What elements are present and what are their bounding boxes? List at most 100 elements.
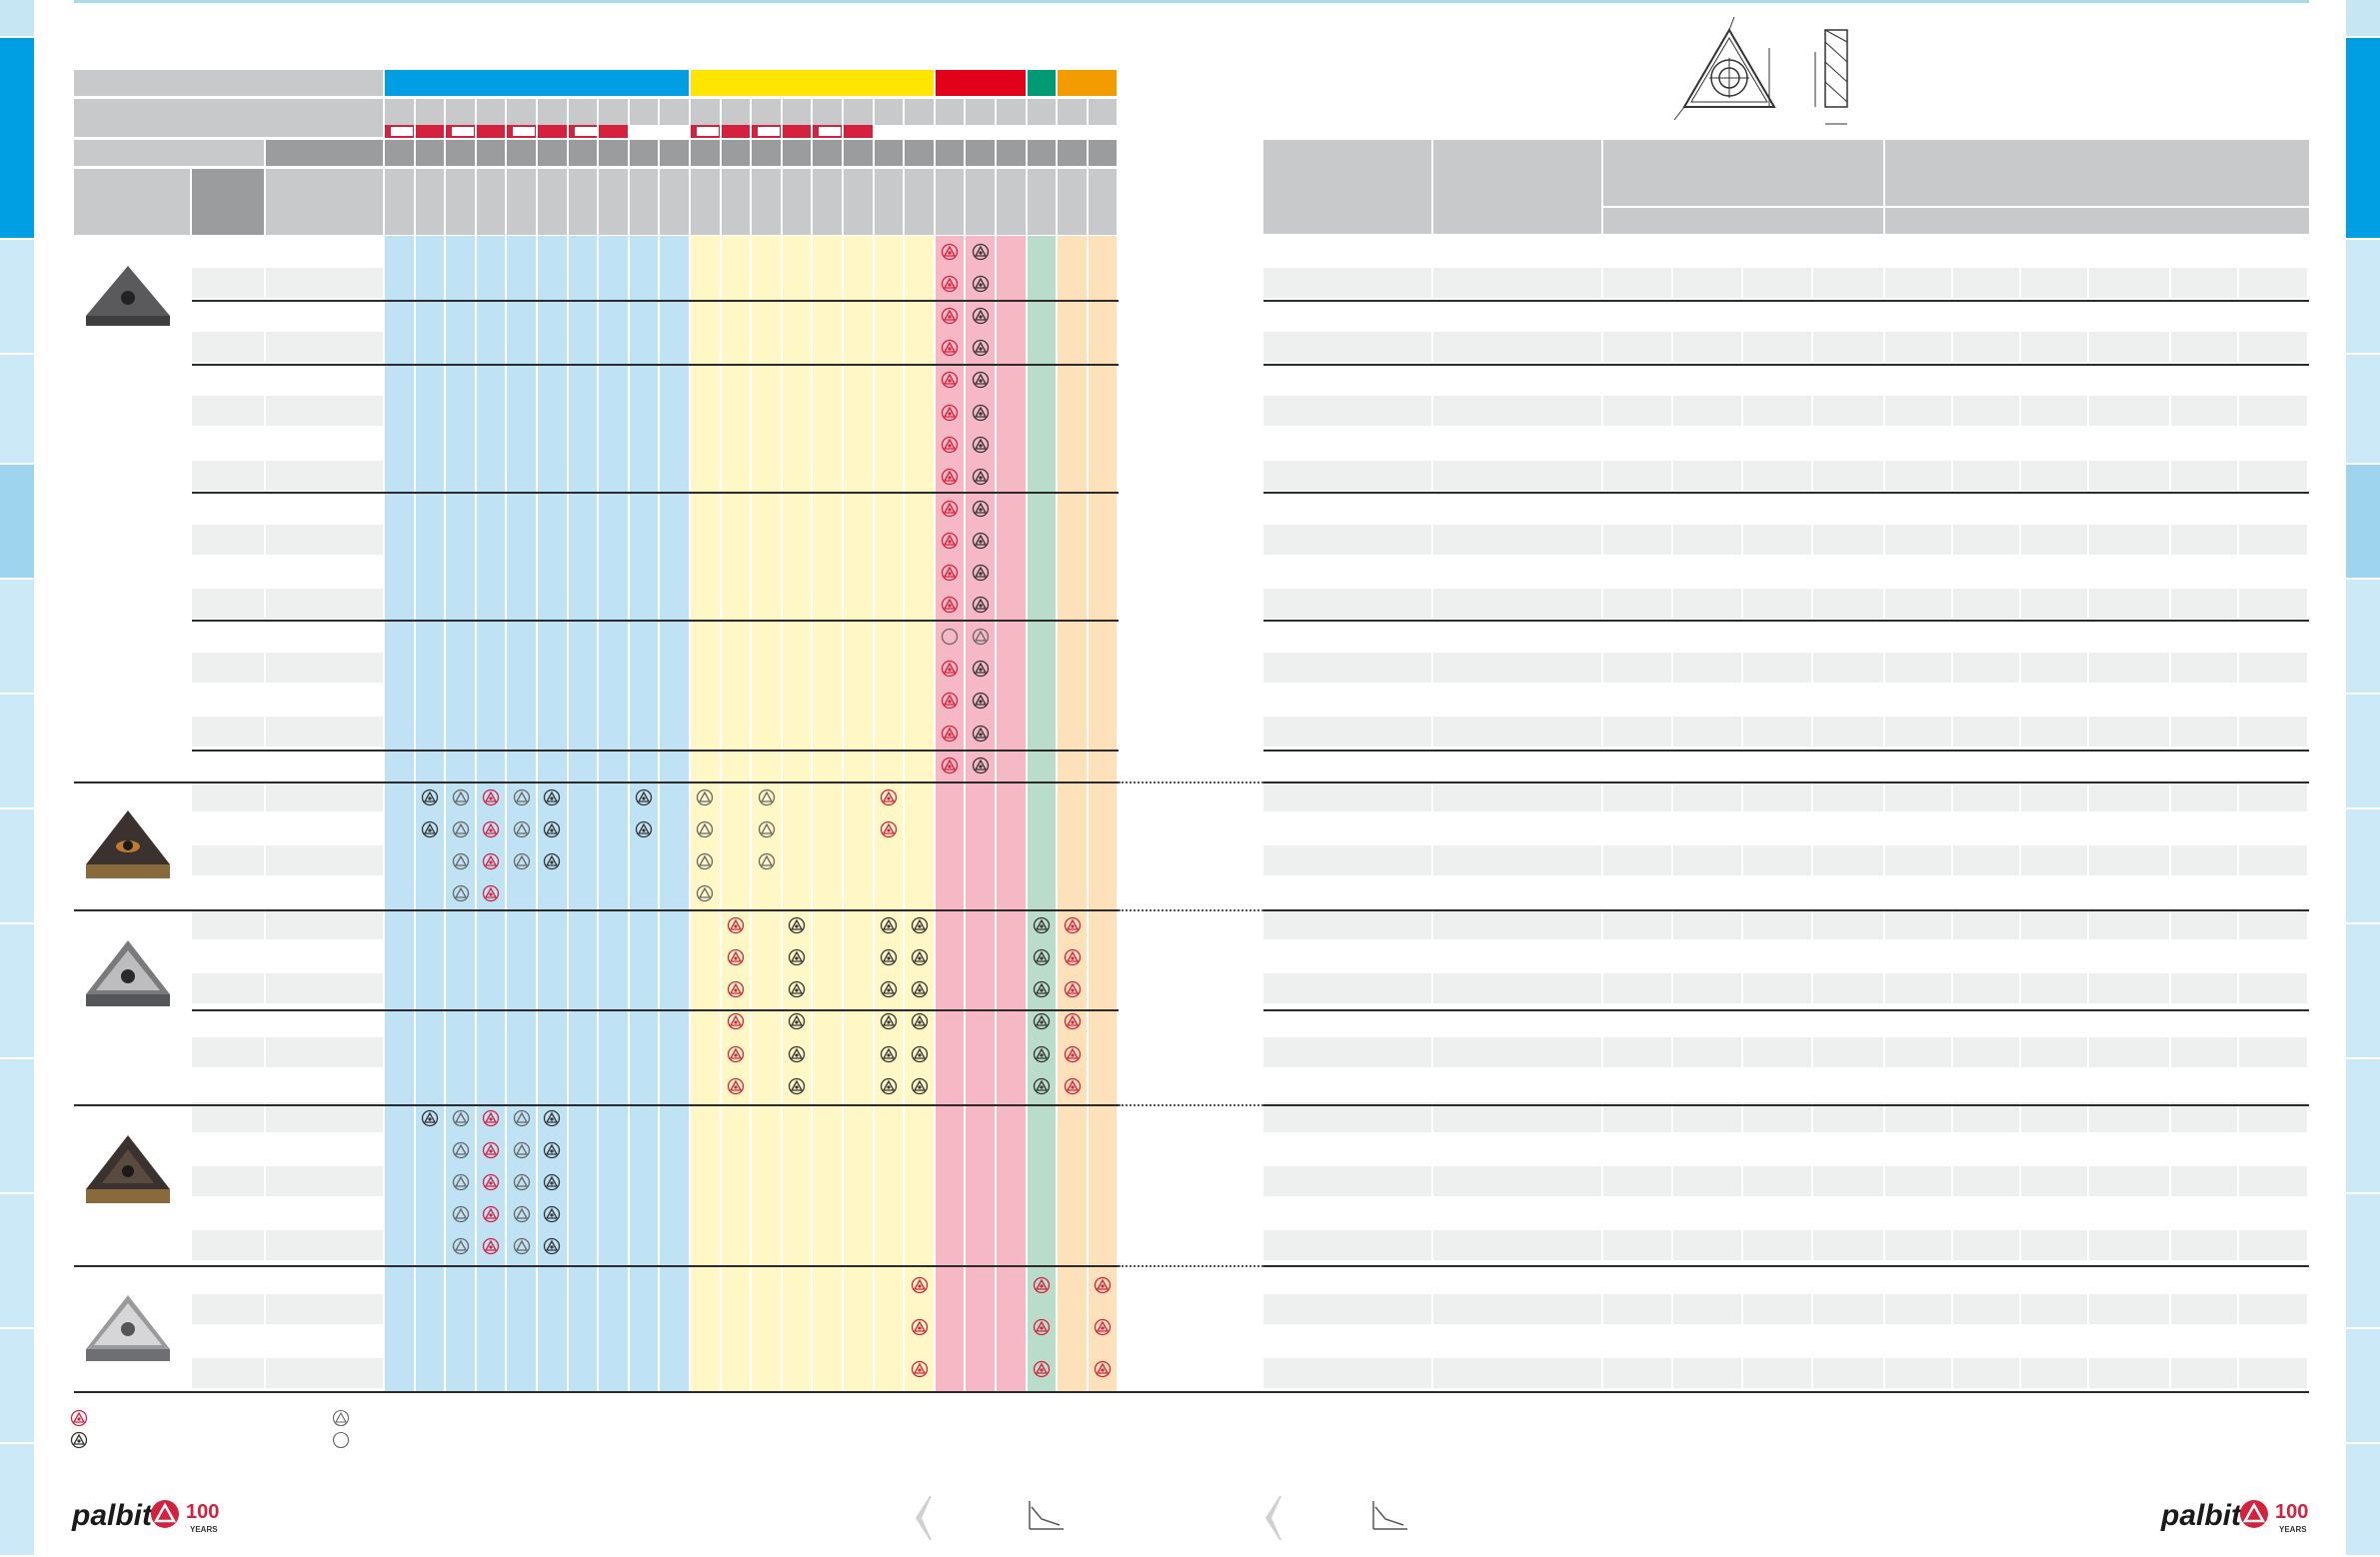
dimension-row-stripe [1885, 1165, 1951, 1196]
dimension-row-stripe [1263, 524, 1431, 555]
possible-outline-triangle-icon [697, 852, 714, 870]
dimension-row-stripe [1885, 1101, 1951, 1132]
material-group-header [1058, 70, 1118, 96]
left-side-tab[interactable] [0, 809, 34, 922]
left-side-tab[interactable] [0, 1444, 34, 1555]
feed-graph-icon-2 [1372, 1501, 1407, 1530]
material-group-band [935, 236, 1026, 1391]
dimension-row-stripe [1953, 844, 2019, 875]
row-stripe [192, 460, 264, 491]
recommended-red-triangle-icon [482, 1205, 500, 1223]
possible-outline-triangle-icon [452, 820, 469, 837]
row-stripe [266, 1165, 383, 1196]
row-stripe [266, 332, 383, 363]
left-side-tab[interactable] [0, 1329, 34, 1442]
left-side-tab[interactable] [0, 38, 34, 238]
dimension-row-stripe [1743, 396, 1811, 427]
recommended-red-triangle-icon [482, 1173, 500, 1191]
row-stripe [192, 1037, 264, 1068]
dimension-row-stripe [1433, 1294, 1601, 1325]
row-stripe [266, 589, 383, 619]
dimension-row-stripe [1433, 268, 1601, 298]
arrow-right-icon [758, 127, 781, 136]
dimension-row-stripe [2239, 653, 2307, 684]
dimension-row-stripe [1813, 268, 1883, 298]
dimension-header-cell [1433, 140, 1601, 234]
dimension-row-stripe [2089, 460, 2169, 491]
right-side-tab[interactable] [2346, 924, 2380, 1057]
left-side-tab[interactable] [0, 0, 34, 36]
right-side-tab[interactable] [2346, 695, 2380, 807]
alternative-dark-triangle-icon [544, 852, 561, 870]
left-side-tab[interactable] [0, 1194, 34, 1327]
dimension-row-stripe [2239, 524, 2307, 555]
possible-outline-triangle-icon [452, 788, 469, 805]
dimension-row-stripe [1743, 1037, 1811, 1068]
right-side-tab[interactable] [2346, 465, 2380, 578]
palbit-logo-mark-right-icon [2240, 1500, 2268, 1528]
left-side-tab[interactable] [0, 924, 34, 1057]
dimension-group-separator [1263, 909, 2309, 911]
dimension-row-stripe [1953, 1358, 2019, 1389]
right-side-tab[interactable] [2346, 809, 2380, 922]
dimension-row-stripe [1433, 909, 1601, 939]
right-side-tab[interactable] [2346, 355, 2380, 463]
right-side-tab[interactable] [2346, 1444, 2380, 1555]
alternative-dark-triangle-icon [911, 916, 928, 934]
dimension-row-stripe [2171, 524, 2237, 555]
group-separator [74, 1104, 192, 1106]
insert-image-tnmg-coated-1 [86, 810, 170, 878]
dimension-group-separator [1263, 1104, 2309, 1106]
dimension-row-stripe [2089, 268, 2169, 298]
dimension-row-stripe [1263, 780, 1431, 811]
dimension-row-stripe [1743, 589, 1811, 619]
right-side-tab[interactable] [2346, 1194, 2380, 1327]
recommended-red-triangle-icon [941, 468, 959, 485]
left-side-tab[interactable] [0, 240, 34, 353]
recommended-red-triangle-icon [941, 693, 959, 710]
dimension-row-stripe [1743, 1294, 1811, 1325]
alternative-dark-triangle-icon [972, 596, 989, 614]
alternative-dark-triangle-icon [544, 1109, 561, 1126]
right-side-tab[interactable] [2346, 1059, 2380, 1192]
possible-outline-triangle-icon [513, 1173, 530, 1191]
table-header-cell [74, 70, 383, 96]
recommended-red-triangle-icon [727, 1013, 745, 1030]
recommended-red-triangle-icon [941, 372, 959, 389]
dimension-row-stripe [1263, 1101, 1431, 1132]
arrow-right-icon [452, 127, 475, 136]
left-side-tab[interactable] [0, 465, 34, 578]
dimension-row-stripe [1603, 1037, 1671, 1068]
recommended-red-triangle-icon [482, 884, 500, 902]
legend-circle-icon [332, 1431, 350, 1449]
left-side-tab[interactable] [0, 355, 34, 463]
alternative-dark-triangle-icon [972, 661, 989, 678]
prev-page-chevron-left-icon[interactable] [912, 1494, 934, 1542]
right-side-tab[interactable] [2346, 1329, 2380, 1442]
alternative-dark-triangle-icon [1033, 949, 1051, 966]
table-header-cell [74, 140, 264, 166]
left-side-tab[interactable] [0, 695, 34, 807]
left-side-tab[interactable] [0, 580, 34, 693]
dimension-row-stripe [1953, 524, 2019, 555]
dimension-row-stripe [1673, 844, 1741, 875]
right-side-tab[interactable] [2346, 38, 2380, 238]
possible-outline-triangle-icon [513, 788, 530, 805]
recommended-red-triangle-icon [941, 532, 959, 550]
left-side-tab[interactable] [0, 1059, 34, 1192]
right-side-tab[interactable] [2346, 580, 2380, 693]
dimension-row-stripe [1433, 589, 1601, 619]
arrow-right-icon [391, 127, 413, 136]
dimension-row-stripe [1953, 973, 2019, 1004]
prev-page-chevron-left-icon-2[interactable] [1261, 1494, 1283, 1542]
dimension-row-stripe [1953, 1165, 2019, 1196]
recommended-red-triangle-icon [1064, 1013, 1081, 1030]
recommended-red-triangle-icon [482, 788, 500, 805]
right-side-tab[interactable] [2346, 240, 2380, 353]
table-header-cell [74, 99, 383, 137]
dimension-row-stripe [1673, 1037, 1741, 1068]
dimension-row-stripe [1885, 717, 1951, 748]
dimension-row-stripe [2021, 332, 2087, 363]
table-subheader [385, 140, 1120, 166]
right-side-tab[interactable] [2346, 0, 2380, 36]
